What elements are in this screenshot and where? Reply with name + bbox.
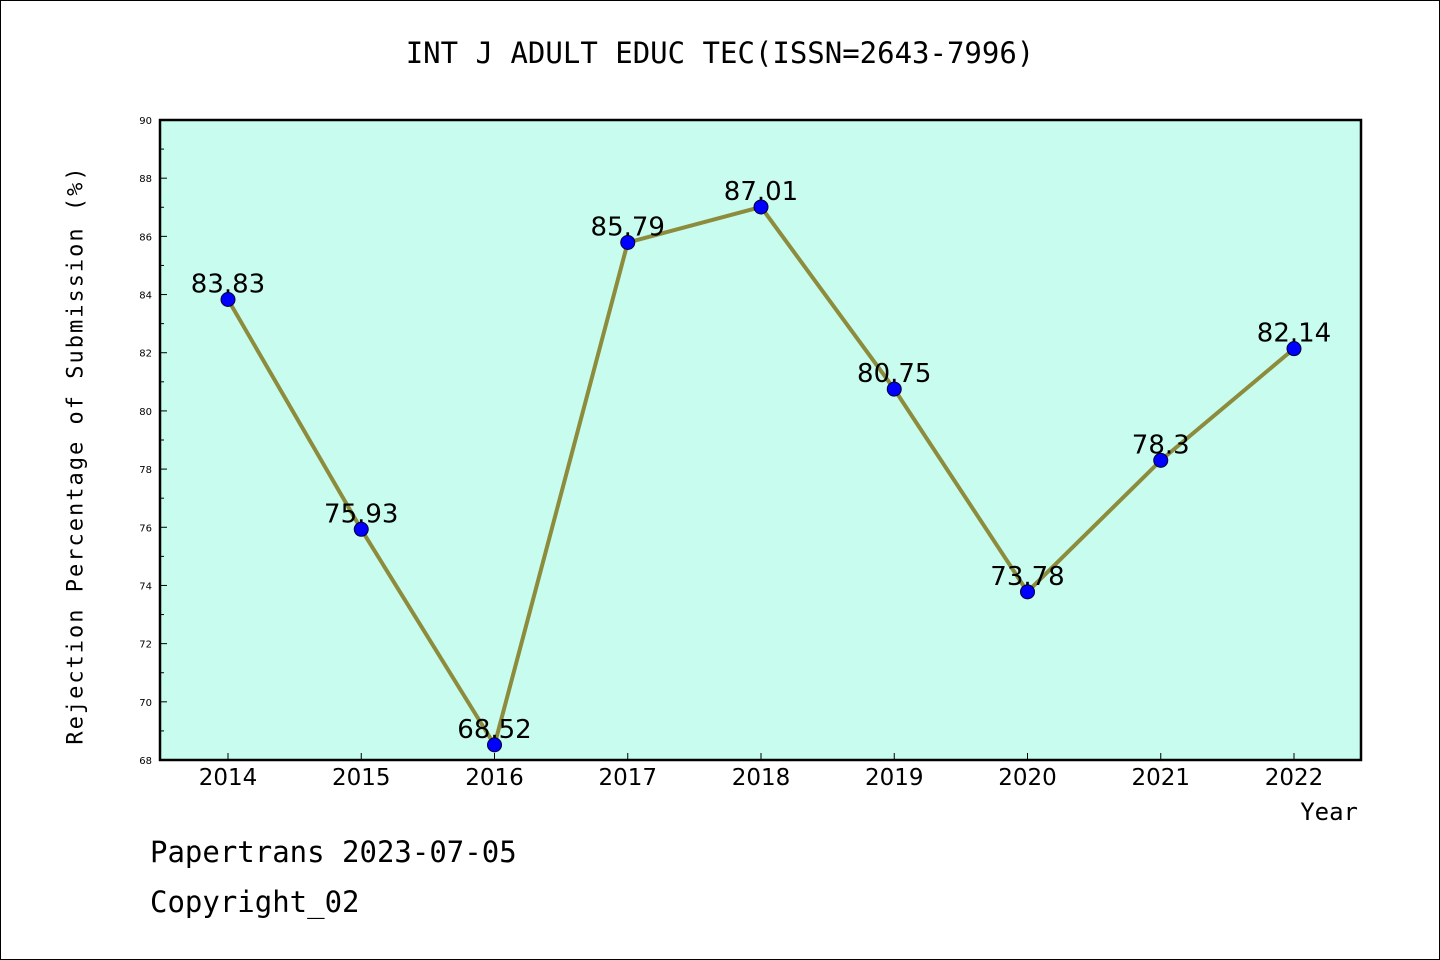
x-tick-label: 2020 (998, 765, 1057, 791)
x-tick-label: 2018 (732, 765, 791, 791)
data-label: 75.93 (324, 499, 398, 529)
data-label: 85.79 (591, 212, 665, 242)
y-tick-label: 84 (139, 291, 152, 302)
x-tick-label: 2014 (199, 765, 258, 791)
x-tick-label: 2022 (1265, 765, 1324, 791)
data-point (886, 381, 902, 397)
data-point (1286, 341, 1302, 357)
y-tick-label: 70 (139, 698, 152, 709)
data-point (753, 199, 769, 215)
y-tick-label: 78 (139, 465, 152, 476)
chart-title: INT J ADULT EDUC TEC(ISSN=2643-7996) (405, 36, 1035, 70)
data-point (220, 291, 236, 307)
x-tick-label: 2016 (465, 765, 524, 791)
y-tick-label: 90 (139, 116, 152, 127)
y-tick-label: 74 (139, 581, 152, 592)
x-axis-label: Year (1300, 798, 1358, 826)
y-tick-label: 82 (139, 349, 152, 360)
data-point (353, 521, 369, 537)
y-tick-label: 86 (139, 232, 152, 243)
data-label: 78.3 (1132, 430, 1190, 460)
data-point (487, 737, 502, 753)
data-point (1020, 584, 1035, 600)
y-tick-label: 72 (139, 640, 152, 651)
x-tick-label: 2021 (1131, 765, 1190, 791)
y-tick-label: 76 (139, 523, 152, 534)
x-tick-label: 2015 (332, 765, 391, 791)
data-point (1153, 452, 1169, 468)
data-label: 68.52 (457, 715, 531, 745)
y-tick-label: 68 (139, 756, 152, 767)
data-label: 73.78 (990, 562, 1064, 592)
x-tick-label: 2019 (865, 765, 924, 791)
plot-area (158, 118, 1363, 762)
y-tick-label: 88 (139, 174, 152, 185)
data-label: 87.01 (724, 177, 798, 207)
data-label: 82.14 (1257, 319, 1331, 349)
data-label: 83.83 (191, 269, 265, 299)
footer-date: Papertrans 2023-07-05 (150, 835, 517, 869)
y-tick-label: 80 (139, 407, 152, 418)
data-label: 80.75 (857, 359, 931, 389)
footer-copyright: Copyright_02 (150, 885, 360, 919)
x-tick-label: 2017 (598, 765, 657, 791)
data-point (620, 234, 636, 250)
